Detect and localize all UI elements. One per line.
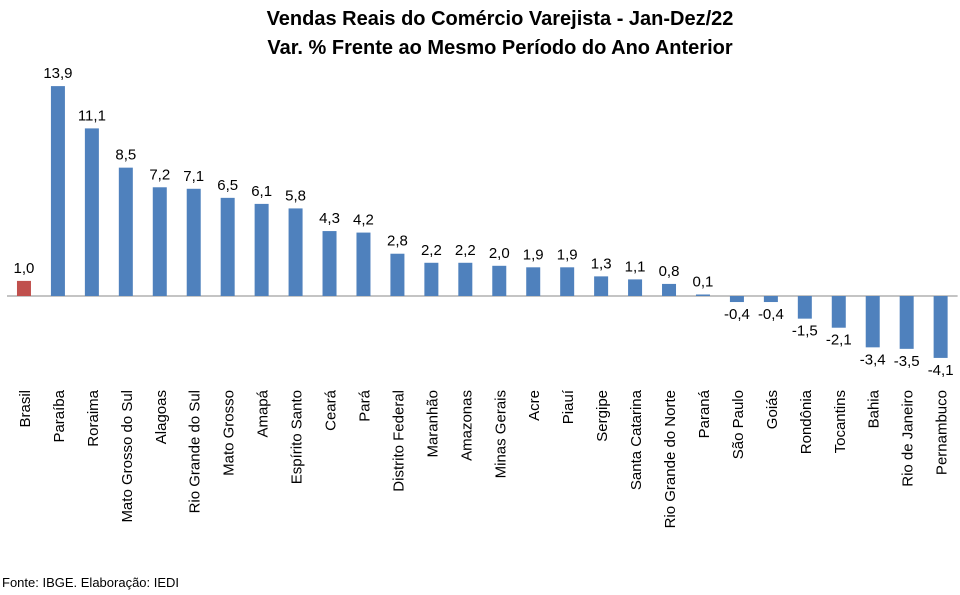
- bar: [356, 232, 371, 296]
- data-label: 5,8: [285, 187, 306, 204]
- bar: [628, 279, 643, 296]
- data-label: 4,2: [353, 212, 374, 229]
- data-label: 0,1: [693, 273, 714, 290]
- source-note: Fonte: IBGE. Elaboração: IEDI: [2, 575, 180, 590]
- category-label: Rio de Janeiro: [900, 390, 917, 487]
- data-label: 6,5: [217, 177, 238, 194]
- bar: [797, 296, 812, 319]
- bar: [220, 197, 235, 296]
- bar: [322, 231, 337, 296]
- bar-chart: 1,0 Brasil 13,9 Paraíba 11,1 Roraima 8,5 Mato G…: [7, 65, 958, 528]
- category-label: Distrito Federal: [390, 390, 407, 492]
- bar: [186, 188, 201, 296]
- category-label: Rondônia: [798, 389, 815, 454]
- bar: [16, 280, 31, 296]
- category-label: Brasil: [17, 390, 34, 428]
- data-label: 2,2: [421, 242, 442, 259]
- bar: [492, 265, 507, 296]
- bar: [763, 296, 778, 303]
- bar: [933, 296, 948, 358]
- bar: [560, 267, 575, 296]
- category-label: Pernambuco: [934, 390, 951, 475]
- bar: [254, 203, 269, 296]
- bar: [662, 283, 677, 296]
- data-label: 0,8: [659, 263, 680, 280]
- category-label: São Paulo: [730, 390, 747, 459]
- category-label: Minas Gerais: [492, 390, 509, 478]
- category-label: Roraima: [85, 389, 102, 446]
- data-label: 6,1: [251, 183, 272, 200]
- data-label: 4,3: [319, 210, 340, 227]
- data-label: 7,2: [149, 166, 170, 183]
- bar: [729, 296, 744, 303]
- category-label: Mato Grosso do Sul: [119, 390, 136, 523]
- bar: [84, 128, 99, 296]
- category-label: Amazonas: [458, 390, 475, 461]
- category-label: Santa Catarina: [628, 389, 645, 490]
- category-label: Rio Grande do Norte: [662, 390, 679, 528]
- data-label: -3,5: [894, 353, 920, 370]
- data-label: -4,1: [928, 362, 954, 379]
- bar: [594, 276, 609, 296]
- bar: [424, 262, 439, 296]
- bar: [390, 253, 405, 296]
- data-label: 2,0: [489, 245, 510, 262]
- data-label: 2,8: [387, 233, 408, 250]
- bar: [458, 262, 473, 296]
- data-label: 1,9: [557, 246, 578, 263]
- bar: [288, 208, 303, 296]
- category-label: Piauí: [560, 389, 577, 424]
- bar: [831, 296, 846, 328]
- chart-title: Vendas Reais do Comércio Varejista - Jan…: [266, 8, 734, 30]
- data-label: 7,1: [183, 168, 204, 185]
- category-label: Acre: [526, 390, 543, 421]
- category-label: Paraíba: [51, 389, 68, 442]
- bar: [118, 167, 133, 296]
- category-label: Alagoas: [153, 390, 170, 444]
- category-label: Amapá: [255, 389, 272, 437]
- data-label: -1,5: [792, 323, 818, 340]
- chart-subtitle: Var. % Frente ao Mesmo Período do Ano An…: [267, 37, 733, 59]
- data-label: -0,4: [724, 306, 750, 323]
- bar: [695, 294, 710, 296]
- category-label: Ceará: [323, 389, 340, 431]
- category-label: Mato Grosso: [221, 390, 238, 476]
- category-label: Paraná: [696, 389, 713, 438]
- data-label: 1,3: [591, 255, 612, 272]
- category-label: Tocantins: [832, 390, 849, 453]
- category-label: Goiás: [764, 390, 781, 429]
- category-label: Maranhão: [424, 390, 441, 458]
- data-label: 13,9: [43, 65, 72, 82]
- category-label: Espírito Santo: [289, 390, 306, 484]
- category-label: Bahia: [866, 389, 883, 428]
- data-label: -0,4: [758, 306, 784, 323]
- category-label: Pará: [356, 389, 373, 421]
- data-label: -2,1: [826, 332, 852, 349]
- data-label: -3,4: [860, 351, 886, 368]
- data-label: 1,0: [14, 260, 35, 277]
- bar: [899, 296, 914, 349]
- bar: [50, 86, 65, 296]
- data-label: 2,2: [455, 242, 476, 259]
- category-label: Sergipe: [594, 390, 611, 442]
- bar: [152, 187, 167, 296]
- data-label: 11,1: [78, 107, 106, 124]
- data-label: 1,9: [523, 246, 544, 263]
- data-label: 1,1: [625, 258, 646, 275]
- bar: [865, 296, 880, 348]
- category-label: Rio Grande do Sul: [187, 390, 204, 513]
- bar: [526, 267, 541, 296]
- data-label: 8,5: [115, 147, 136, 164]
